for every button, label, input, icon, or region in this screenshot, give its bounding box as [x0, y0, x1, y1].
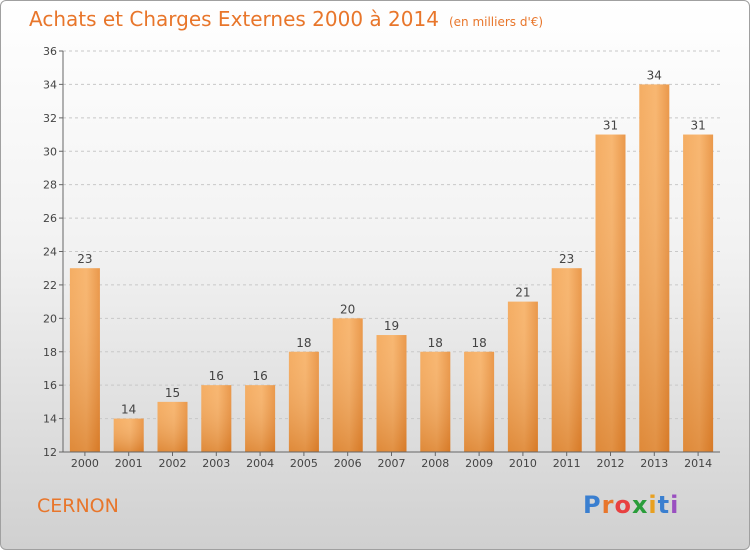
data-label: 14: [121, 403, 136, 417]
bar-shade: [551, 268, 582, 452]
logo-letter: P: [583, 491, 602, 519]
y-tick-label: 24: [43, 246, 57, 259]
x-tick-label: 2014: [684, 457, 712, 470]
y-tick-label: 26: [43, 212, 57, 225]
bar-shade: [507, 301, 538, 452]
x-tick-label: 2013: [640, 457, 668, 470]
bar-layer: 23 14 15 16 16 18 20 19 18 18 21 23 31 34 31: [69, 68, 714, 453]
x-tick-label: 2009: [465, 457, 493, 470]
y-tick-label: 12: [43, 446, 57, 459]
axis-layer: 12 14 16 18 20 22 24 26 28 30 32 34 36 2000 2001 2002 20…: [43, 45, 720, 470]
data-label: 18: [296, 336, 311, 350]
y-tick-label: 36: [43, 45, 57, 58]
bar-shade: [288, 351, 319, 452]
data-label: 20: [340, 302, 355, 316]
bar-shade: [157, 401, 188, 452]
bar-shade: [113, 418, 144, 452]
y-tick-label: 22: [43, 279, 57, 292]
data-label: 16: [209, 369, 224, 383]
logo-letter: r: [601, 491, 615, 519]
chart-title: Achats et Charges Externes 2000 à 2014 (e…: [29, 7, 543, 31]
y-tick-label: 20: [43, 312, 57, 325]
bar-shade: [245, 385, 276, 452]
x-tick-label: 2010: [509, 457, 537, 470]
logo-letter: i: [648, 491, 658, 519]
x-tick-label: 2012: [597, 457, 625, 470]
x-tick-label: 2005: [290, 457, 318, 470]
chart-subtitle: (en milliers d'€): [448, 15, 544, 29]
data-label: 18: [428, 336, 443, 350]
data-label: 31: [603, 119, 618, 133]
logo-letter: x: [631, 491, 649, 519]
logo-letter: t: [657, 491, 671, 519]
chart-title-text: Achats et Charges Externes 2000 à 2014: [29, 7, 439, 31]
data-label: 34: [647, 68, 662, 82]
x-tick-label: 2002: [159, 457, 187, 470]
x-tick-label: 2003: [202, 457, 230, 470]
x-tick-label: 2001: [115, 457, 143, 470]
y-tick-label: 34: [43, 78, 57, 91]
data-label: 23: [559, 252, 574, 266]
proxiti-logo[interactable]: Proxiti: [583, 491, 679, 519]
data-label: 31: [690, 119, 705, 133]
bar-shade: [464, 351, 495, 452]
bar-shade: [376, 335, 407, 452]
x-tick-label: 2004: [246, 457, 274, 470]
y-tick-label: 30: [43, 145, 57, 158]
y-tick-label: 14: [43, 413, 57, 426]
bar-shade: [595, 134, 626, 452]
data-label: 19: [384, 319, 399, 333]
data-label: 15: [165, 386, 180, 400]
bar-shade: [420, 351, 451, 452]
data-label: 18: [471, 336, 486, 350]
bar-shade: [332, 318, 363, 452]
bar-shade: [69, 268, 100, 452]
bar-shade: [201, 385, 232, 452]
y-tick-label: 28: [43, 179, 57, 192]
x-tick-label: 2007: [378, 457, 406, 470]
logo-letter: o: [614, 491, 632, 519]
bar-shade: [683, 134, 714, 452]
data-label: 21: [515, 286, 530, 300]
y-tick-label: 16: [43, 379, 57, 392]
logo-letter: i: [670, 491, 680, 519]
city-name: CERNON: [37, 495, 119, 517]
data-label: 23: [77, 252, 92, 266]
data-label: 16: [252, 369, 267, 383]
y-tick-label: 32: [43, 112, 57, 125]
y-tick-label: 18: [43, 346, 57, 359]
x-tick-label: 2011: [553, 457, 581, 470]
x-tick-label: 2006: [334, 457, 362, 470]
x-tick-label: 2000: [71, 457, 99, 470]
x-tick-label: 2008: [421, 457, 449, 470]
bar-shade: [639, 84, 670, 453]
